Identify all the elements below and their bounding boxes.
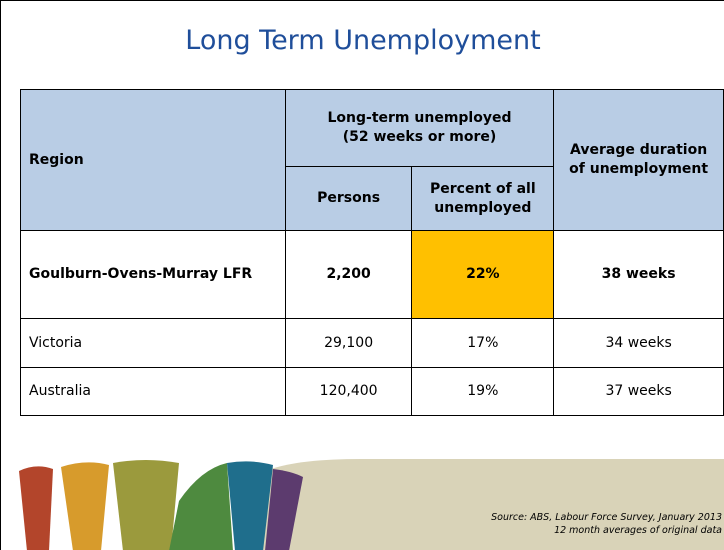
table-cell: 2,200 [284,230,413,319]
header-line: Long-term unemployed [327,110,512,126]
stripe [113,460,179,550]
table-cell: Victoria [20,318,286,368]
table-cell: 19% [411,367,555,416]
header-cell: Region [20,89,286,231]
table-cell: 34 weeks [553,318,724,368]
header-line: Average duration [570,142,708,158]
header-cell: Average duration of unemployment [553,89,724,231]
stripe [227,461,273,550]
header-cell: Persons [284,166,413,231]
table-cell: 120,400 [284,367,413,416]
table-row: Victoria 29,100 17% 34 weeks [20,318,724,368]
header-line: (52 weeks or more) [342,129,497,145]
source: Source: ABS, Labour Force Survey, Januar… [491,511,722,537]
header-row: Persons Percent of all unemployed [21,166,724,231]
table-row: Goulburn-Ovens-Murray LFR 2,200 22% 38 week… [20,230,724,319]
header-cell: Percent of all unemployed [411,166,555,231]
stripe [169,463,233,550]
table-cell: 17% [411,318,555,368]
header-line: of unemployment [569,161,709,177]
table-cell: Australia [20,367,286,416]
stripe [265,469,303,550]
table-cell: 37 weeks [553,367,724,416]
table-row: Australia 120,400 19% 37 weeks [20,367,724,416]
table: Region Long-term unemployed (52 weeks or m… [20,89,724,416]
stripe [61,462,109,550]
table-cell: Goulburn-Ovens-Murray LFR [20,230,286,319]
beige-band [251,459,724,550]
source-line: 12 month averages of original data [554,525,722,536]
title: Long Term Unemployment [185,25,541,56]
stripe [19,466,53,550]
header-cell: Long-term unemployed (52 weeks or more) [284,89,555,167]
table-cell: 29,100 [284,318,413,368]
header-row: Region Long-term unemployed (52 weeks or m… [20,89,724,231]
header-line: unemployed [434,199,532,216]
table-cell: 38 weeks [553,230,724,319]
source-line: Source: ABS, Labour Force Survey, Januar… [491,512,722,523]
header-line: Percent of all [430,180,536,197]
table-cell: 22% [411,230,555,319]
